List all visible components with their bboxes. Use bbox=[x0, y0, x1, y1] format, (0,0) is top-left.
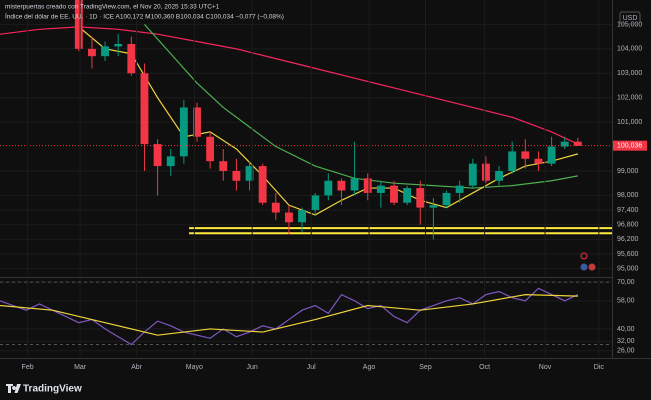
x-tick-label: Oct bbox=[479, 364, 490, 371]
y-tick-label: 98,000 bbox=[617, 192, 639, 199]
candle-body bbox=[455, 185, 464, 193]
y-tick-label: 40,00 bbox=[617, 326, 635, 333]
logo: TradingView bbox=[6, 384, 82, 395]
event-flag[interactable] bbox=[580, 263, 588, 271]
y-tick-label: 96,800 bbox=[617, 222, 639, 229]
event-icon[interactable] bbox=[580, 252, 588, 260]
candle-body bbox=[87, 48, 96, 57]
x-tick-label: Dic bbox=[594, 364, 605, 371]
y-tick-label: 26,00 bbox=[617, 348, 635, 355]
header-line2: Índice del dólar de EE. UU. · 1D · ICE A… bbox=[5, 12, 284, 21]
axes: 105,000 104,000 103,000 102,000 101,000 99,00… bbox=[22, 21, 647, 371]
rsi-line bbox=[0, 293, 578, 336]
candle-body bbox=[337, 180, 346, 191]
candle-body bbox=[481, 163, 490, 181]
candle-body bbox=[390, 185, 398, 203]
y-tick-label: 96,200 bbox=[617, 236, 639, 243]
x-tick-label: Abr bbox=[131, 364, 143, 371]
candle-body bbox=[495, 170, 503, 181]
candle-body bbox=[153, 144, 162, 167]
candle-body bbox=[271, 202, 280, 213]
y-tick-label: 70,00 bbox=[617, 279, 635, 286]
candle-body bbox=[508, 151, 517, 171]
moving-average bbox=[144, 24, 578, 189]
x-tick-label: Jun bbox=[247, 364, 258, 371]
candle-body bbox=[232, 170, 241, 181]
price-panel bbox=[0, 0, 612, 276]
y-tick-label: 102,000 bbox=[617, 95, 642, 102]
candle-body bbox=[114, 43, 123, 47]
y-tick-label: 95,600 bbox=[617, 251, 639, 258]
candle-body bbox=[298, 210, 306, 223]
x-tick-label: Jul bbox=[307, 364, 316, 371]
candle-body bbox=[429, 205, 438, 208]
last-price-label: 100,036 bbox=[617, 143, 642, 150]
candle-body bbox=[403, 188, 412, 203]
y-tick-label: 58,00 bbox=[617, 298, 635, 305]
candle-body bbox=[376, 185, 385, 193]
x-tick-label: Nov bbox=[539, 364, 552, 371]
candle-body bbox=[245, 166, 254, 181]
x-tick-label: Feb bbox=[22, 364, 34, 371]
candle-body bbox=[101, 46, 110, 57]
candle-body bbox=[258, 166, 267, 203]
header-line1: misterpuertas creado con TradingView.com… bbox=[5, 4, 220, 11]
candle-body bbox=[127, 43, 136, 74]
candle-body bbox=[442, 192, 451, 206]
x-tick-label: Mayo bbox=[186, 364, 203, 371]
currency[interactable]: USD bbox=[623, 15, 638, 22]
x-tick-label: Sep bbox=[419, 364, 432, 371]
candle-body bbox=[363, 178, 372, 193]
y-tick-label: 99,000 bbox=[617, 168, 639, 175]
candle-body bbox=[284, 212, 293, 223]
y-tick-label: 95,000 bbox=[617, 266, 639, 273]
candle-body bbox=[193, 107, 201, 137]
moving-average bbox=[78, 26, 579, 216]
rsi-line bbox=[0, 287, 579, 346]
candle-body bbox=[547, 146, 556, 164]
moving-average bbox=[0, 26, 579, 145]
y-tick-label: 101,000 bbox=[617, 119, 642, 126]
x-tick-label: Mar bbox=[74, 364, 87, 371]
x-tick-label: Ago bbox=[363, 364, 376, 371]
candle-body bbox=[74, 0, 83, 49]
candle-body bbox=[179, 107, 188, 157]
y-tick-label: 104,000 bbox=[617, 46, 642, 53]
candle-body bbox=[534, 158, 543, 164]
logo-text: TradingView bbox=[23, 384, 82, 395]
y-tick-label: 103,000 bbox=[617, 70, 642, 77]
candle-body bbox=[468, 163, 477, 186]
candle-body bbox=[416, 188, 425, 208]
candle-body bbox=[166, 156, 175, 167]
last-price-tag bbox=[613, 140, 647, 151]
candle-body bbox=[219, 161, 228, 171]
y-tick-label: 105,000 bbox=[617, 21, 642, 28]
event-flag[interactable] bbox=[588, 263, 596, 271]
y-tick-label: 97,400 bbox=[617, 207, 639, 214]
y-tick-label: 32,00 bbox=[617, 338, 635, 345]
candle-body bbox=[350, 178, 359, 191]
candle-body bbox=[324, 180, 333, 196]
candle-body bbox=[573, 141, 582, 146]
candle-body bbox=[140, 73, 149, 145]
candle-body bbox=[206, 136, 215, 162]
candle-body bbox=[311, 195, 320, 211]
candle-body bbox=[521, 151, 530, 159]
rsi-panel bbox=[0, 279, 612, 357]
candle-body bbox=[560, 141, 569, 147]
currency-box[interactable] bbox=[619, 11, 641, 25]
